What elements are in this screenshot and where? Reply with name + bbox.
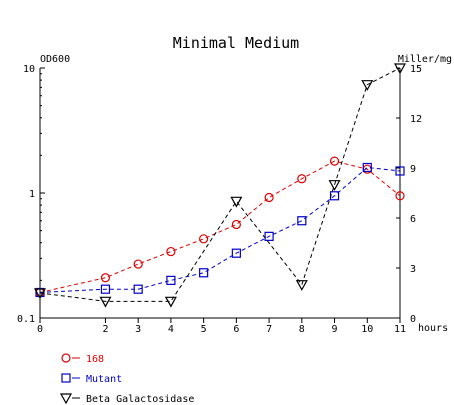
data-point	[328, 180, 341, 191]
series-line	[39, 166, 401, 293]
data-point	[166, 246, 176, 257]
x-tick-label: 7	[266, 324, 272, 335]
right-tick-label: 9	[410, 164, 416, 175]
right-tick-label: 6	[410, 214, 416, 225]
x-tick-label: 11	[394, 324, 406, 335]
x-axis-unit-label: hours	[418, 323, 448, 334]
data-point	[329, 156, 340, 166]
data-point	[295, 280, 308, 291]
legend: 168 Mutant Beta Galactosidase	[59, 353, 194, 405]
data-point	[297, 174, 307, 184]
data-point	[166, 275, 176, 285]
right-tick-label: 12	[410, 114, 422, 125]
right-tick-label: 0	[410, 314, 416, 325]
data-point	[133, 284, 143, 294]
chart-title: Minimal Medium	[173, 34, 299, 52]
data-point	[164, 296, 177, 308]
left-tick-label: 1	[29, 189, 35, 200]
data-point	[231, 248, 241, 258]
data-point	[230, 196, 243, 208]
data-point	[395, 166, 405, 176]
series-layer	[33, 63, 407, 308]
data-point	[297, 216, 307, 226]
left-axis-label: OD600	[40, 54, 70, 65]
left-tick-label: 0.1	[17, 314, 35, 325]
x-tick-label: 4	[168, 324, 174, 335]
data-point	[361, 80, 374, 91]
data-point	[133, 259, 143, 269]
data-point	[100, 273, 111, 283]
legend-marker	[61, 353, 71, 363]
right-tick-label: 15	[410, 64, 422, 75]
data-point	[362, 162, 372, 173]
x-tick-label: 0	[37, 324, 43, 335]
data-point	[99, 296, 112, 308]
legend-label: Beta Galactosidase	[86, 394, 194, 405]
data-point	[199, 268, 209, 278]
series-group	[35, 162, 405, 298]
legend-marker	[61, 373, 71, 383]
data-point	[393, 63, 407, 75]
legend-label: Mutant	[86, 374, 122, 385]
legend-label: 168	[86, 354, 104, 365]
data-point	[264, 231, 274, 241]
right-tick-label: 3	[410, 264, 416, 275]
data-point	[395, 191, 405, 201]
series-line	[39, 160, 401, 293]
x-axis-ticks: 0 2 3 4 5 6 7 8 9 10 11	[37, 318, 406, 335]
x-tick-label: 3	[135, 324, 141, 335]
x-tick-label: 8	[299, 324, 305, 335]
data-point	[264, 192, 274, 203]
legend-item: Mutant	[61, 373, 122, 385]
right-axis-ticks: 0 3 6 9 12 15	[396, 64, 422, 325]
right-axis-label: Miller/mg	[398, 54, 452, 65]
x-tick-label: 10	[361, 324, 373, 335]
left-tick-label: 10	[23, 64, 35, 75]
x-tick-label: 9	[332, 324, 338, 335]
x-tick-label: 5	[201, 324, 207, 335]
data-point	[199, 234, 209, 244]
x-tick-label: 2	[102, 324, 108, 335]
series-line	[39, 67, 401, 302]
series-group	[33, 63, 407, 308]
left-axis-ticks: 0.1 1 10	[17, 64, 45, 325]
data-point	[100, 284, 111, 294]
legend-marker	[59, 393, 73, 405]
legend-item: 168	[61, 353, 104, 365]
data-point	[33, 288, 47, 300]
legend-item: Beta Galactosidase	[59, 393, 194, 405]
data-point	[231, 219, 241, 230]
series-group	[35, 156, 405, 298]
x-tick-label: 6	[233, 324, 239, 335]
